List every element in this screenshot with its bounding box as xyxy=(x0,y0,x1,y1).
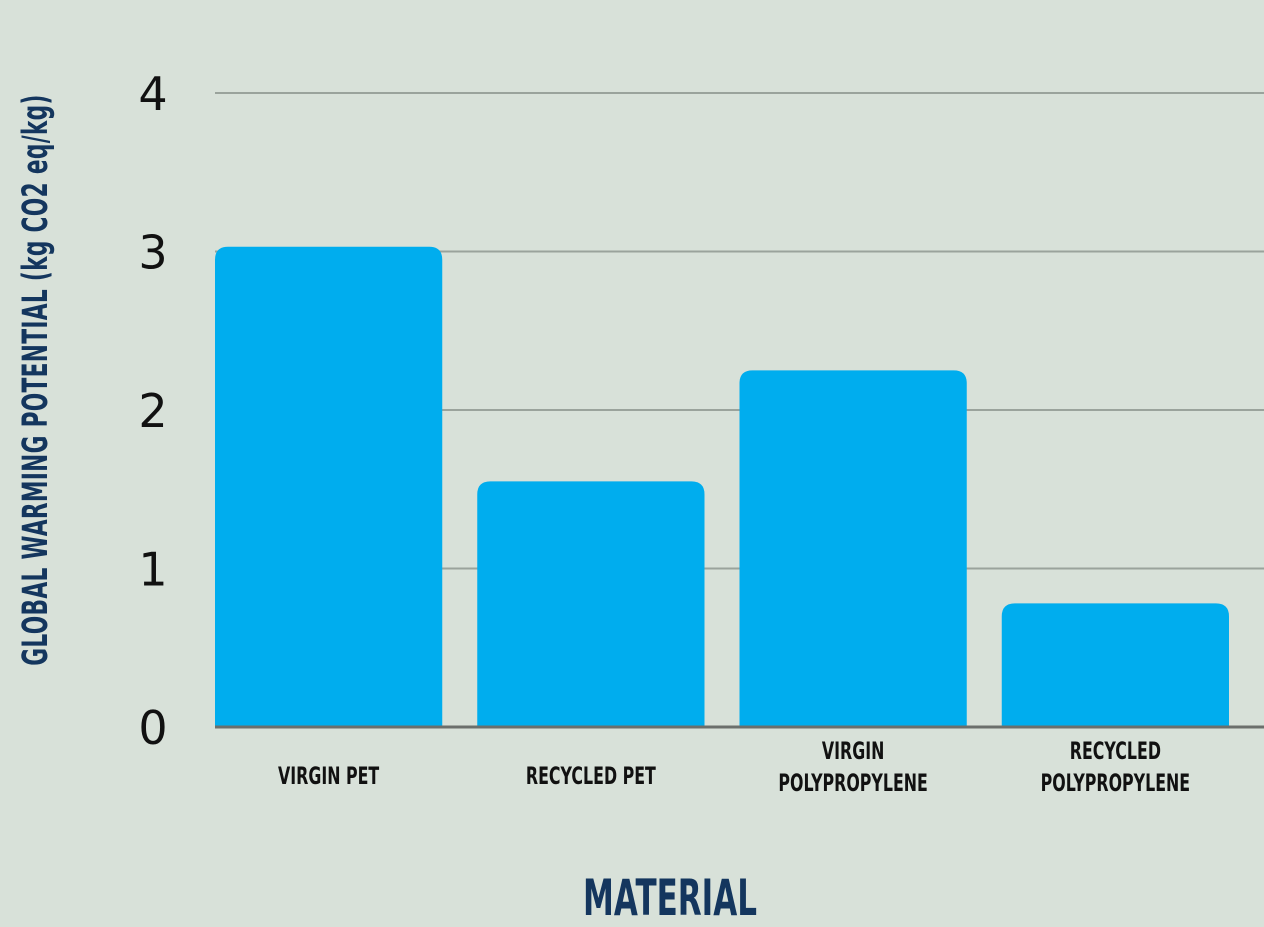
bar xyxy=(1001,603,1229,727)
x-tick-label: RECYCLED xyxy=(1070,737,1161,765)
y-tick-label: 1 xyxy=(138,543,167,597)
x-tick-label: POLYPROPYLENE xyxy=(1041,769,1190,797)
y-tick-label: 3 xyxy=(138,226,167,280)
bar xyxy=(739,370,967,727)
bar xyxy=(477,481,705,727)
bar xyxy=(215,246,443,727)
x-tick-label: VIRGIN xyxy=(822,737,884,765)
x-tick-label: RECYCLED PET xyxy=(526,762,656,790)
x-tick-label: POLYPROPYLENE xyxy=(778,769,927,797)
y-tick-label: 0 xyxy=(138,701,167,755)
x-axis-title: MATERIAL xyxy=(583,869,757,927)
y-tick-label: 2 xyxy=(138,384,167,438)
y-axis-title-wrap: GLOBAL WARMING POTENTIAL (kg CO2 eq/kg) xyxy=(16,0,56,841)
x-axis-title-wrap: MATERIAL xyxy=(530,869,811,927)
x-tick-label: VIRGIN PET xyxy=(278,762,379,790)
y-tick-label: 4 xyxy=(138,67,167,121)
y-axis-title: GLOBAL WARMING POTENTIAL (kg CO2 eq/kg) xyxy=(16,94,56,666)
